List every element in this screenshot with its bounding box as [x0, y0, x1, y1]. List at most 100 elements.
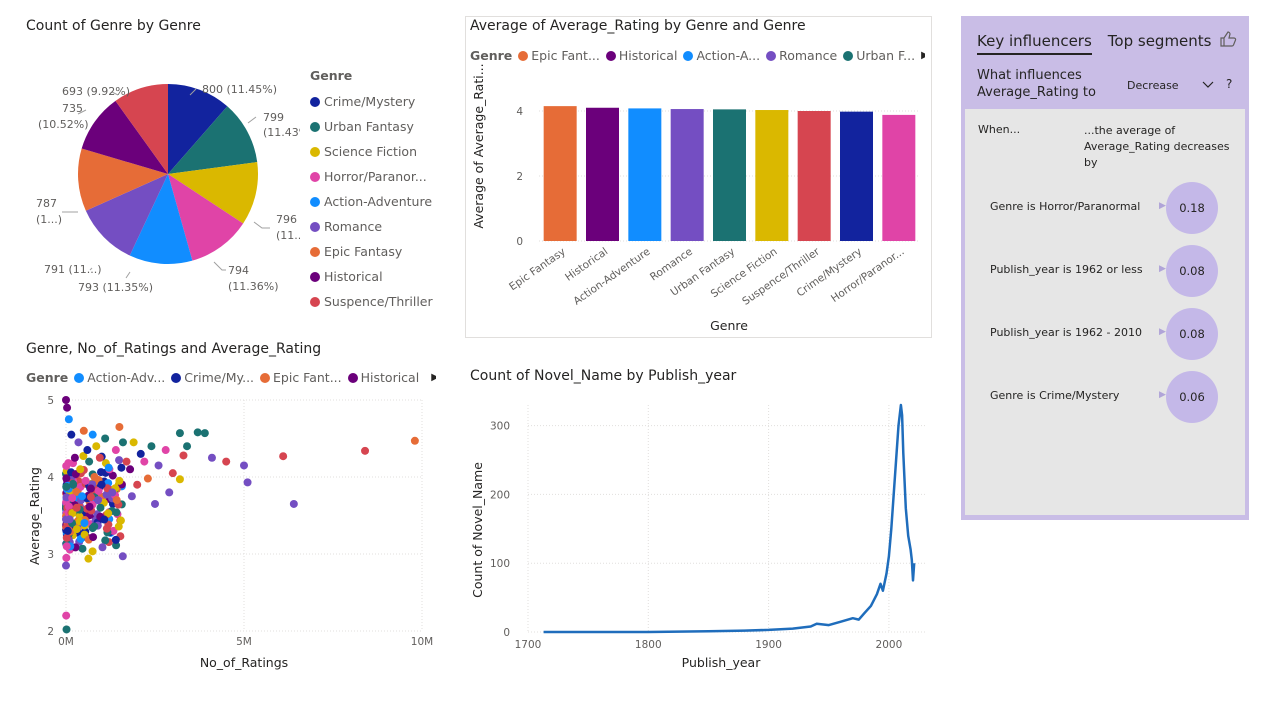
scatter-point[interactable] [86, 493, 95, 502]
scatter-point[interactable] [70, 453, 79, 462]
scatter-point[interactable] [78, 544, 87, 553]
scatter-point[interactable] [117, 463, 126, 472]
scatter-point[interactable] [108, 488, 117, 497]
legend-item[interactable]: Epic Fant... [518, 48, 600, 63]
scatter-point[interactable] [115, 456, 124, 465]
pie-legend-item[interactable]: Urban Fantasy [310, 114, 433, 139]
scatter-point[interactable] [410, 436, 419, 445]
line-chart[interactable]: 1700 1800 1900 2000 0 100 200 300 Publish_year… [465, 360, 935, 680]
scatter-point[interactable] [102, 524, 111, 533]
scatter-point[interactable] [118, 552, 127, 561]
pie-legend-item[interactable]: Crime/Mystery [310, 89, 433, 114]
bar-chart-visual[interactable]: Average of Average_Rating by Genre and G… [465, 16, 932, 338]
scatter-point[interactable] [79, 451, 88, 460]
bar[interactable] [670, 109, 704, 241]
scatter-point[interactable] [111, 535, 120, 544]
pie-slice[interactable] [168, 174, 244, 261]
scatter-point[interactable] [85, 502, 94, 511]
scatter-point[interactable] [88, 430, 97, 439]
pie-slice[interactable] [168, 84, 228, 174]
scatter-point[interactable] [175, 429, 184, 438]
scatter-chart-visual[interactable]: Genre, No_of_Ratings and Average_Rating … [0, 338, 450, 678]
scatter-point[interactable] [85, 457, 94, 466]
scatter-point[interactable] [72, 503, 81, 512]
scatter-point[interactable] [79, 426, 88, 435]
scatter-point[interactable] [143, 474, 152, 483]
scatter-point[interactable] [97, 480, 106, 489]
thumbs-up-icon[interactable] [1219, 30, 1237, 52]
scatter-point[interactable] [83, 446, 92, 455]
scatter-point[interactable] [126, 465, 135, 474]
scatter-point[interactable] [97, 468, 106, 477]
scatter-point[interactable] [78, 492, 87, 501]
tab-top-segments[interactable]: Top segments [1107, 32, 1212, 50]
pie-legend-item[interactable]: Suspence/Thriller [310, 289, 433, 314]
scatter-point[interactable] [279, 452, 288, 461]
pie-legend-item[interactable]: Action-Adventure [310, 189, 433, 214]
pie-legend-item[interactable]: Science Fiction [310, 139, 433, 164]
scatter-point[interactable] [62, 396, 70, 404]
scatter-point[interactable] [80, 518, 89, 527]
scatter-point[interactable] [140, 457, 149, 466]
ki-row[interactable]: Genre is Horror/Paranormal ▶ 0.18 [965, 182, 1245, 234]
scatter-point[interactable] [64, 415, 73, 424]
scatter-point[interactable] [183, 442, 192, 451]
scatter-point[interactable] [81, 476, 90, 485]
scatter-point[interactable] [207, 453, 216, 462]
tab-key-influencers[interactable]: Key influencers [977, 32, 1092, 55]
scatter-point[interactable] [86, 484, 95, 493]
scatter-point[interactable] [74, 438, 83, 447]
scatter-point[interactable] [62, 482, 71, 491]
pie-chart-visual[interactable]: Count of Genre by Genre 800 (11.45%) 799… [0, 0, 450, 330]
scatter-point[interactable] [127, 492, 136, 501]
scatter-point[interactable] [88, 547, 97, 556]
scatter-point[interactable] [101, 434, 110, 443]
pie-slice[interactable] [81, 100, 168, 174]
scatter-point[interactable] [62, 542, 71, 551]
ki-row[interactable]: Genre is Crime/Mystery ▶ 0.06 [965, 371, 1245, 423]
scatter-point[interactable] [108, 471, 117, 480]
scatter-point[interactable] [65, 515, 74, 524]
bar[interactable] [797, 111, 831, 241]
pie-slice[interactable] [129, 174, 193, 265]
bar[interactable] [840, 111, 873, 242]
legend-item[interactable]: Action-A... [683, 48, 760, 63]
scatter-point[interactable] [95, 453, 104, 462]
scatter-point[interactable] [133, 480, 142, 489]
scatter-point[interactable] [89, 533, 98, 542]
scatter-point[interactable] [84, 554, 93, 563]
scatter-point[interactable] [168, 469, 177, 478]
help-icon[interactable]: ? [1226, 77, 1233, 91]
key-influencers-visual[interactable]: Key influencers Top segments What influe… [961, 16, 1249, 520]
scatter-point[interactable] [243, 478, 252, 487]
legend-next-icon[interactable]: ▶ [921, 50, 925, 62]
scatter-point[interactable] [92, 442, 101, 451]
bar[interactable] [755, 110, 789, 242]
legend-item[interactable]: Romance [766, 48, 837, 63]
scatter-point[interactable] [67, 430, 76, 439]
pie-legend-item[interactable]: Horror/Paranor... [310, 164, 433, 189]
pie-slice[interactable] [85, 174, 168, 256]
scatter-point[interactable] [62, 461, 71, 470]
bar[interactable] [882, 114, 916, 241]
scatter-point[interactable] [193, 428, 202, 437]
scatter-point[interactable] [116, 516, 125, 525]
scatter-point[interactable] [94, 486, 103, 495]
scatter-point[interactable] [64, 502, 73, 511]
scatter-chart[interactable]: 0M 5M 10M 2 3 4 5 No_of_Ratings Average_Ratin… [0, 338, 450, 678]
legend-item[interactable]: Action-Adv... [74, 370, 165, 385]
scatter-point[interactable] [179, 451, 188, 460]
bar[interactable] [628, 108, 662, 242]
line-chart-visual[interactable]: Count of Novel_Name by Publish_year 1700… [465, 360, 935, 680]
legend-item[interactable]: Historical [347, 370, 419, 385]
scatter-point[interactable] [147, 442, 156, 451]
scatter-point[interactable] [72, 487, 81, 496]
pie-slice[interactable] [115, 84, 168, 174]
legend-item[interactable]: Historical [605, 48, 677, 63]
legend-item[interactable]: Urban F... [843, 48, 915, 63]
pie-chart[interactable]: 800 (11.45%) 799 (11.43%) 796 (11...) 79… [0, 0, 300, 300]
scatter-point[interactable] [62, 533, 71, 542]
pie-legend-item[interactable]: Historical [310, 264, 433, 289]
pie-slice[interactable] [168, 162, 258, 224]
scatter-point[interactable] [76, 465, 85, 474]
